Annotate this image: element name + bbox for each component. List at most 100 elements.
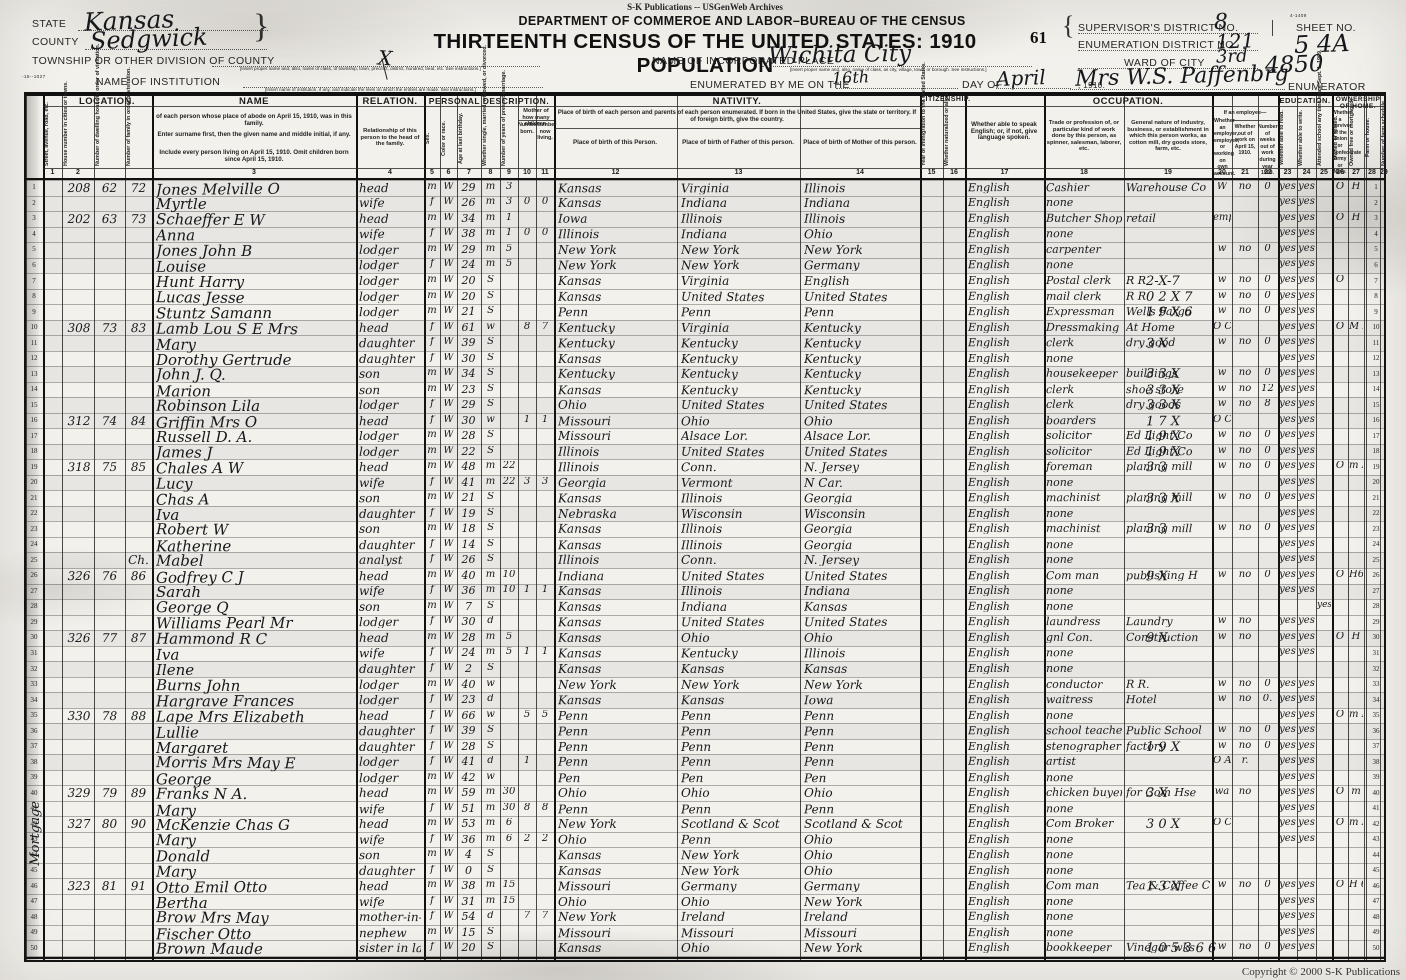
column-number-23: 23 [1283, 169, 1292, 176]
cell-marital: m [485, 647, 496, 658]
cell-sex: m [427, 492, 437, 503]
cell-sex: m [427, 383, 437, 394]
cell-family-number: 90 [130, 818, 147, 831]
cell-birthplace-mother: Kentucky [803, 383, 861, 396]
cell-age: 39 [461, 337, 476, 349]
cell-age: 59 [461, 787, 476, 799]
cell-birthplace-father: New York [680, 259, 740, 272]
cell-birthplace-mother: Wisconsin [804, 507, 866, 520]
cell-birthplace-mother: Kentucky [803, 336, 861, 350]
cell-able-read: yes [1279, 616, 1296, 627]
cell-marital: d [487, 694, 494, 705]
right-brace: { [1062, 11, 1075, 40]
grid-hline [26, 769, 1384, 771]
cell-dwelling-number: 80 [101, 818, 118, 831]
cell-birthplace-mother: Penn [803, 802, 835, 816]
cell-birthplace-father: New York [680, 864, 740, 877]
header-family-number: Number of family in order of visitation. [126, 67, 132, 166]
cell-weeks-out: 0 [1264, 492, 1271, 503]
cell-sex: m [427, 290, 437, 301]
cell-birthplace-father: Conn. [680, 554, 717, 567]
cell-birthplace-mother: Alsace Lor. [804, 430, 871, 443]
cell-weeks-out: 0 [1264, 368, 1271, 379]
cell-birthplace-mother: Scotland & Scot [804, 818, 903, 831]
cell-years-married: 15 [502, 895, 516, 906]
cell-marital: m [485, 895, 496, 906]
cell-trade: Com man [1045, 879, 1100, 892]
label-state: STATE [32, 18, 67, 30]
cell-birthplace-father: Kansas [680, 693, 725, 707]
cell-birthplace-father: New York [680, 678, 740, 691]
cell-birthplace-mother: Georgia [803, 491, 853, 505]
cell-age: 20 [461, 290, 476, 302]
cell-able-write: yes [1298, 430, 1315, 441]
cell-birthplace-mother: Illinois [803, 212, 846, 226]
column-number-16: 16 [950, 169, 958, 176]
cell-language: English [967, 709, 1010, 721]
cell-relation: analyst [358, 554, 403, 567]
cell-employer-status: w [1217, 523, 1227, 534]
cell-able-read: yes [1279, 274, 1296, 285]
cell-able-read: yes [1279, 492, 1296, 503]
cell-children-living: 3 [541, 476, 549, 487]
cell-birthplace-mother: Iowa [803, 693, 834, 707]
cell-relation: lodger [358, 445, 399, 458]
cell-birthplace-self: Ohio [557, 398, 587, 412]
cell-name: Godfrey C J [155, 569, 244, 586]
grid-vline [440, 94, 441, 960]
cell-sex: f [430, 538, 434, 549]
cell-language: English [967, 336, 1010, 349]
cell-ownership-scribble: 9 X [1145, 631, 1168, 646]
cell-years-married: 22 [502, 476, 516, 487]
row-number-right-47: 47 [1372, 897, 1380, 906]
cell-name: Schaeffer E W [155, 212, 265, 229]
cell-relation: daughter [359, 740, 415, 753]
cell-color-race: W [443, 818, 454, 829]
row-scan-band [43, 242, 1384, 258]
cell-color-race: W [443, 864, 454, 875]
grid-hline [26, 521, 1384, 523]
cell-birthplace-mother: Ohio [803, 414, 833, 428]
row-number-2: 2 [32, 198, 36, 207]
cell-employer-status: w [1217, 740, 1227, 751]
cell-house-number: 326 [67, 569, 91, 583]
cell-trade: Expressman [1045, 305, 1115, 318]
cell-able-write: yes [1298, 554, 1315, 565]
cell-house-number: 318 [67, 461, 91, 474]
cell-employer-status: w [1217, 631, 1227, 642]
cell-language: English [967, 259, 1010, 271]
cell-trade: clerk [1045, 399, 1075, 411]
cell-family-number: 83 [130, 321, 147, 334]
cell-birthplace-self: Kansas [557, 864, 602, 877]
cell-weeks-out: 0 [1264, 430, 1271, 441]
cell-industry: R R. [1125, 678, 1150, 690]
cell-birthplace-mother: Georgia [803, 522, 853, 536]
cell-employer-status: wa [1214, 787, 1230, 798]
row-number-right-35: 35 [1372, 711, 1380, 720]
row-number-right-29: 29 [1372, 617, 1380, 626]
column-number-24: 24 [1302, 169, 1311, 176]
cell-years-married: 1 [505, 228, 513, 239]
grid-vline [1364, 94, 1365, 960]
cell-marital: m [485, 212, 496, 223]
cell-able-write: yes [1298, 399, 1315, 410]
cell-trade: foreman [1045, 461, 1093, 473]
column-number-22: 22 [1264, 169, 1272, 176]
column-number-25: 25 [1320, 169, 1328, 176]
column-number-5: 5 [430, 169, 434, 176]
cell-birthplace-self: Kansas [557, 491, 602, 505]
cell-trade: gnl Con. [1045, 631, 1093, 644]
cell-sex: f [430, 414, 434, 425]
cell-relation: wife [359, 895, 385, 908]
cell-color-race: W [443, 274, 454, 285]
cell-name: Iva [155, 646, 180, 664]
header-weeks-out-of-work: Number of weeks out of work during year … [1258, 124, 1278, 177]
cell-able-read: yes [1279, 368, 1296, 379]
cell-able-read: yes [1279, 243, 1296, 254]
cell-industry: At Home [1125, 321, 1175, 333]
brace-bracket: } [253, 8, 270, 45]
cell-relation: head [358, 461, 389, 474]
header-relationship: Relationship of this person to the head … [360, 128, 420, 148]
header-naturalized: Whether naturalized or alien. [944, 92, 950, 166]
